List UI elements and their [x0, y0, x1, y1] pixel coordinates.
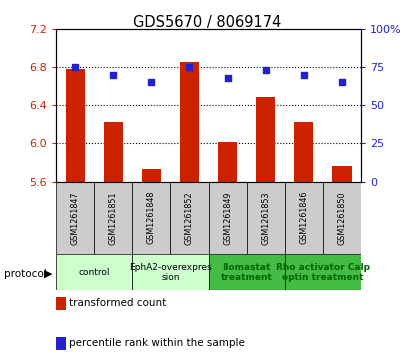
Text: GSM1261853: GSM1261853: [261, 191, 270, 245]
Bar: [132, 182, 171, 254]
Bar: [323, 182, 361, 254]
Bar: [132, 254, 209, 290]
Text: GSM1261849: GSM1261849: [223, 191, 232, 245]
Point: [148, 79, 155, 85]
Point: [110, 72, 117, 78]
Text: GSM1261852: GSM1261852: [185, 191, 194, 245]
Bar: [180, 62, 199, 182]
Text: control: control: [78, 268, 110, 277]
Point: [224, 75, 231, 81]
Bar: [56, 182, 94, 254]
Point: [186, 64, 193, 70]
Text: GSM1261848: GSM1261848: [147, 191, 156, 245]
Bar: [104, 122, 123, 182]
Point: [300, 72, 307, 78]
Bar: [209, 182, 247, 254]
Bar: [247, 182, 285, 254]
Bar: [294, 122, 313, 182]
Point: [339, 79, 345, 85]
Text: GSM1261850: GSM1261850: [337, 191, 347, 245]
Text: GSM1261847: GSM1261847: [71, 191, 80, 245]
Bar: [218, 142, 237, 182]
Text: ▶: ▶: [44, 269, 52, 279]
Text: protocol: protocol: [4, 269, 47, 279]
Text: transformed count: transformed count: [69, 298, 166, 308]
Bar: [171, 182, 209, 254]
Bar: [66, 69, 85, 182]
Bar: [332, 166, 352, 182]
Text: EphA2-overexpres
sion: EphA2-overexpres sion: [129, 262, 212, 282]
Text: Ilomastat
treatment: Ilomastat treatment: [221, 262, 273, 282]
Text: GSM1261846: GSM1261846: [299, 191, 308, 245]
Point: [262, 67, 269, 73]
Text: GDS5670 / 8069174: GDS5670 / 8069174: [133, 15, 282, 29]
Bar: [285, 254, 361, 290]
Bar: [209, 254, 285, 290]
Bar: [94, 182, 132, 254]
Bar: [56, 254, 132, 290]
Point: [72, 64, 78, 70]
Bar: [256, 97, 275, 182]
Text: percentile rank within the sample: percentile rank within the sample: [69, 338, 245, 348]
Text: Rho activator Calp
eptin treatment: Rho activator Calp eptin treatment: [276, 262, 370, 282]
Bar: [285, 182, 323, 254]
Text: GSM1261851: GSM1261851: [109, 191, 118, 245]
Bar: [142, 169, 161, 182]
